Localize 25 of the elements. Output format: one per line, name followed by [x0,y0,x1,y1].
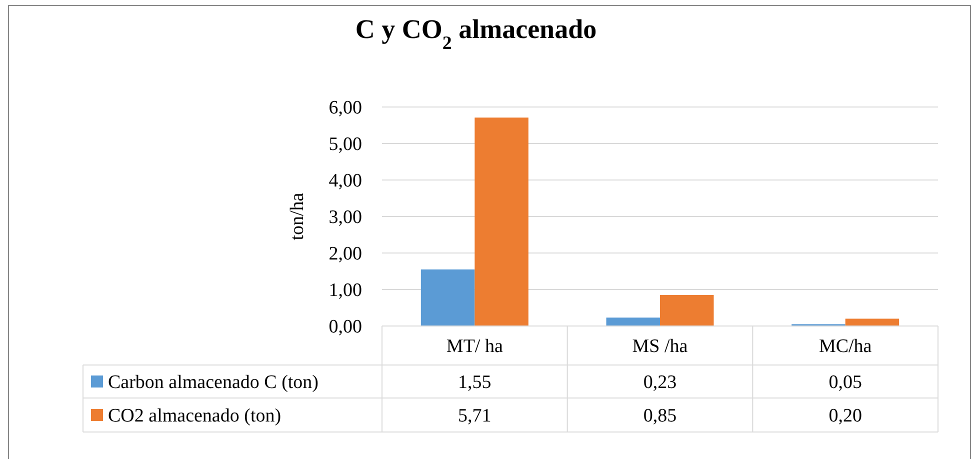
x-tick-label: MT/ ha [446,336,504,358]
bar [420,269,475,326]
data-label: 5,71 [458,406,492,427]
y-tick-label: 1,00 [328,280,362,302]
bar [660,294,714,326]
legend-label: CO2 almacenado (ton) [108,406,282,427]
x-tick-label: MS /ha [632,336,688,358]
data-label: 0,23 [643,372,677,394]
y-tick-label: 0,00 [328,316,362,338]
y-tick-label: 6,00 [328,98,362,119]
data-label: 0,05 [828,372,862,394]
y-axis-title: ton/ha [287,192,308,240]
y-tick-label: 2,00 [328,244,362,265]
bar [845,318,900,326]
x-tick-label: MC/ha [818,336,872,358]
data-label: 1,55 [458,372,492,394]
bar [474,118,528,326]
y-tick-label: 3,00 [328,207,362,228]
chart-title: C y CO$_{2}$ almacenado [355,14,597,54]
y-tick-label: 4,00 [328,170,362,192]
y-tick-label: 5,00 [328,134,362,156]
legend-label: Carbon almacenado C (ton) [108,372,319,394]
data-label: 0,85 [643,406,677,427]
bar [606,318,660,326]
data-label: 0,20 [828,406,862,427]
